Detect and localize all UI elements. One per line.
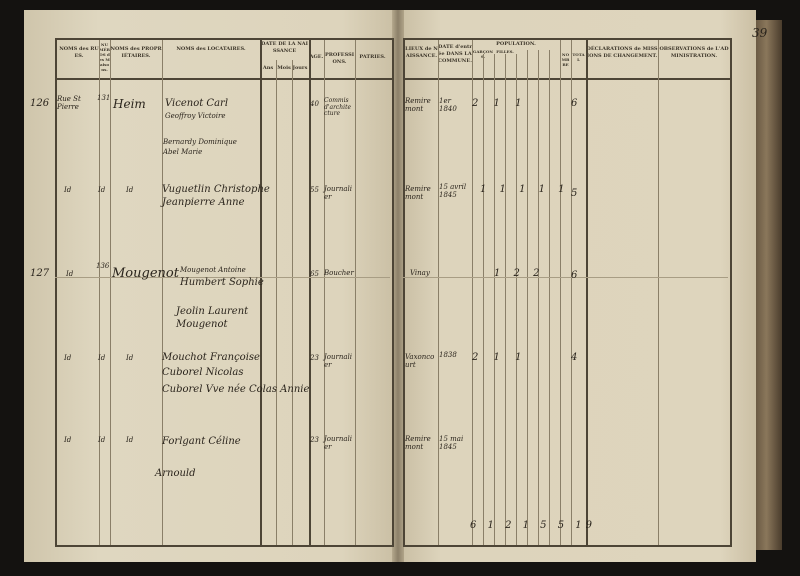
street-name: Id — [64, 436, 72, 444]
header-garcons: GARÇONS. — [472, 49, 494, 59]
population-counts: 1 2 2 — [494, 268, 545, 279]
total: 4 — [571, 352, 578, 363]
street-name: Rue St Pierre — [57, 95, 81, 111]
header-date: DATE d'entrée DANS LA COMMUNE. — [438, 44, 473, 64]
owner-name: Heim — [113, 97, 146, 111]
row-divider — [403, 277, 728, 278]
entry-number: 127 — [30, 268, 50, 279]
header-professions: PROFESSIONS. — [324, 52, 355, 65]
header-rues: NOMS des RUES. — [59, 46, 99, 59]
owner-name: Id — [126, 436, 134, 444]
owner-name: Id — [126, 354, 134, 362]
age: 23 — [310, 354, 319, 362]
age: 55 — [310, 186, 319, 194]
tenant-name: Arnould — [155, 468, 196, 479]
tenant-name: Abel Marie — [163, 148, 203, 156]
birthplace: Remiremont — [405, 97, 431, 113]
owner-name: Mougenot — [112, 266, 179, 281]
header-jours: Jours — [292, 65, 308, 71]
right-header: LIEUX de NAISSANCE. DATE d'entrée DANS L… — [405, 40, 730, 80]
header-naissance: DATE DE LA NAISSANCE — [260, 41, 309, 54]
book-gutter — [392, 10, 404, 562]
right-register-table: LIEUX de NAISSANCE. DATE d'entrée DANS L… — [403, 38, 732, 547]
tenant-name: Humbert Sophie — [180, 277, 264, 288]
profession: Journalier — [324, 185, 353, 201]
header-numeros: NUMÉROS des Maisons. — [99, 42, 110, 72]
row-divider — [55, 277, 390, 278]
header-population: POPULATION. — [496, 41, 536, 47]
header-total: TOTAL — [572, 52, 585, 62]
header-nombre: NOMBRE — [561, 52, 570, 67]
book-edge — [756, 20, 782, 550]
owner-name: Id — [126, 186, 134, 194]
population-counts: 2 1 1 — [472, 98, 528, 109]
header-filles: FILLES. — [496, 49, 514, 54]
age: 23 — [310, 436, 319, 444]
tenant-name: Vuguetlin Christophe — [162, 184, 270, 195]
age: 65 — [310, 270, 319, 278]
tenant-name: Jeanpierre Anne — [162, 197, 245, 208]
birthplace: Vaxoncourt — [405, 353, 435, 369]
street-name: Id — [66, 270, 74, 278]
age: 40 — [310, 100, 319, 108]
header-declarations: DÉCLARATIONS de MISSIONS DE CHANGEMENT. — [586, 46, 658, 59]
total: 6 — [571, 98, 578, 109]
tenant-name: Geoffroy Victoire — [165, 112, 226, 120]
total: 6 — [571, 270, 578, 281]
tenant-name: Mougenot — [176, 319, 228, 330]
entry-date: 15 avril 1845 — [439, 183, 467, 199]
house-number: Id — [98, 186, 106, 194]
tenant-name: Cuborel Vve née Colas Annie — [162, 384, 310, 395]
total: 5 — [571, 188, 578, 199]
entry-number: 126 — [30, 98, 50, 109]
header-ans: Ans — [262, 65, 274, 71]
header-lieux: LIEUX de NAISSANCE. — [405, 46, 438, 59]
birthplace: Remiremont — [405, 185, 431, 201]
right-page — [398, 10, 756, 562]
birthplace: Remiremont — [405, 435, 431, 451]
page-number: 39 — [752, 26, 768, 40]
tenant-name: Mougenot Antoine — [180, 266, 246, 274]
tenant-name: Forlgant Céline — [162, 436, 241, 447]
left-page — [24, 10, 398, 562]
entry-date: 1838 — [439, 351, 457, 359]
left-header: NOMS des RUES. NUMÉROS des Maisons. NOMS… — [57, 40, 392, 80]
profession: Journalier — [324, 353, 353, 369]
header-mois: Mois — [277, 65, 291, 71]
left-register-table: NOMS des RUES. NUMÉROS des Maisons. NOMS… — [55, 38, 394, 547]
population-counts: 2 1 1 — [472, 352, 528, 363]
population-counts: 1 1 1 1 1 — [480, 184, 570, 195]
header-observations: OBSERVATIONS de L'ADMINISTRATION. — [659, 46, 729, 59]
tenant-name: Vicenot Carl — [165, 98, 229, 109]
house-number: Id — [98, 436, 106, 444]
profession: Commis d'architecture — [324, 97, 352, 118]
page-totals: 6 1 2 1 5 5 19 — [470, 520, 596, 531]
birthplace: Vinay — [410, 269, 430, 277]
profession: Boucher — [324, 269, 354, 277]
tenant-name: Mouchot Françoise — [162, 352, 260, 363]
header-patries: PATRIES. — [359, 54, 386, 60]
header-age: AGE. — [309, 54, 324, 60]
entry-date: 1er 1840 — [439, 97, 457, 113]
tenant-name: Bernardy Dominique — [163, 138, 237, 146]
street-name: Id — [64, 354, 72, 362]
header-locataires: NOMS des LOCATAIRES. — [176, 46, 246, 52]
entry-date: 15 mai 1845 — [439, 435, 464, 451]
house-number: 136 — [96, 262, 110, 270]
tenant-name: Jeolin Laurent — [176, 306, 249, 317]
header-proprietaires: NOMS des PROPRIÉTAIRES. — [110, 46, 162, 59]
profession: Journalier — [324, 435, 353, 451]
tenant-name: Cuborel Nicolas — [162, 367, 244, 378]
house-number: Id — [98, 354, 106, 362]
house-number: 131 — [97, 94, 111, 102]
street-name: Id — [64, 186, 72, 194]
